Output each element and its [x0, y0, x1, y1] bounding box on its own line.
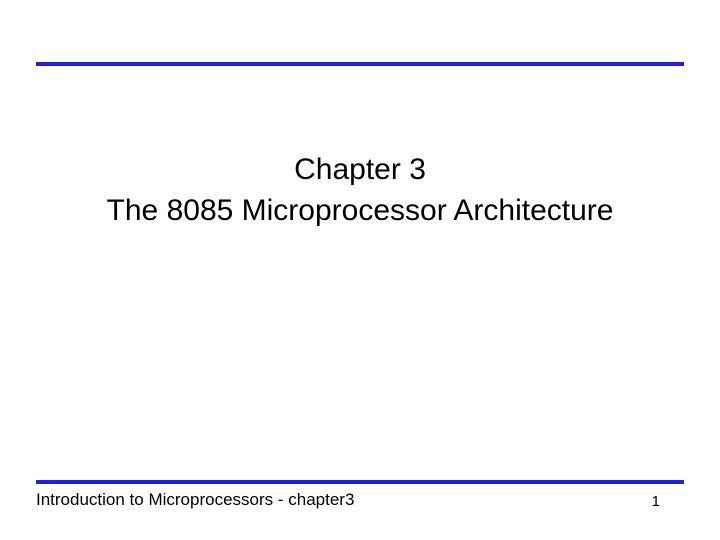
bottom-horizontal-rule: [36, 480, 684, 484]
slide-title-block: Chapter 3 The 8085 Microprocessor Archit…: [0, 150, 720, 231]
top-horizontal-rule: [36, 62, 684, 66]
footer-text: Introduction to Microprocessors - chapte…: [36, 490, 354, 510]
title-line-1: Chapter 3: [0, 150, 720, 191]
page-number: 1: [652, 493, 660, 510]
title-line-2: The 8085 Microprocessor Architecture: [0, 191, 720, 232]
